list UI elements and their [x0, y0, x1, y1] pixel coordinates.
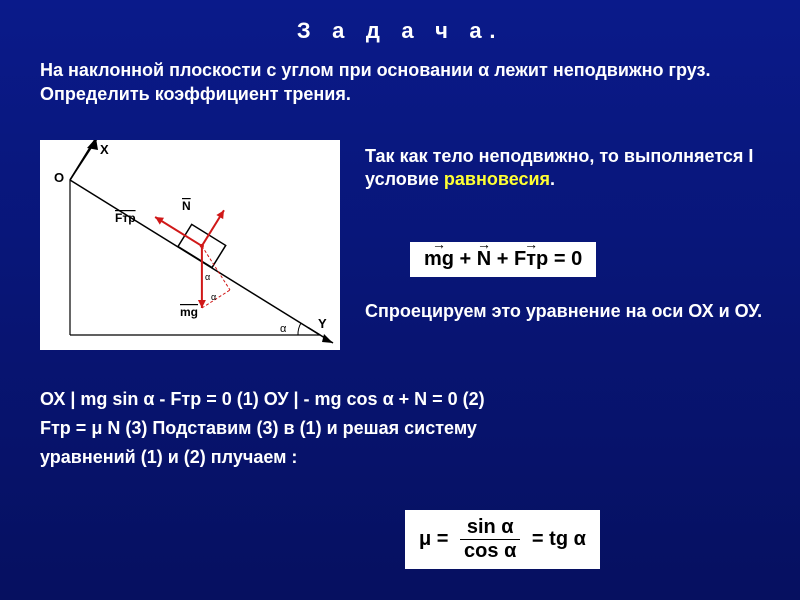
proj-line1: ОХ | mg sin α - Fтр = 0 (1) ОУ | - mg co… [40, 385, 760, 414]
eq-zero: = 0 [548, 248, 582, 270]
mu-tg: = tg α [526, 528, 586, 550]
projection-equations: ОХ | mg sin α - Fтр = 0 (1) ОУ | - mg co… [40, 385, 760, 471]
mu-num: sin α [460, 516, 520, 540]
explain1-yellow: равновесия [444, 169, 550, 189]
svg-text:N: N [182, 199, 191, 213]
proj-line3: уравнений (1) и (2) плучаем : [40, 443, 760, 472]
explanation-projection: Спроецируем это уравнение на оси ОХ и ОУ… [365, 300, 770, 323]
svg-text:mg: mg [180, 305, 198, 319]
mu-den: cos α [460, 540, 520, 563]
svg-text:α: α [205, 272, 210, 282]
mu-eq1: = [431, 528, 454, 550]
label-y: Y [318, 316, 327, 331]
explanation-equilibrium: Так как тело неподвижно, то выполняется … [365, 145, 770, 192]
problem-text: На наклонной плоскости с углом при основ… [40, 58, 760, 107]
label-o: O [54, 170, 64, 185]
mu-result: μ = sin αcos α = tg α [405, 510, 600, 569]
equilibrium-equation: →mg + →N + →Fтр = 0 [410, 242, 596, 277]
slide: З а д а ч а. На наклонной плоскости с уг… [0, 0, 800, 600]
eq-plus1: + [454, 248, 477, 270]
explain1-text: Так как тело неподвижно, то выполняется … [365, 146, 753, 189]
svg-text:α: α [211, 292, 216, 302]
slide-title: З а д а ч а. [0, 18, 800, 44]
svg-text:α: α [280, 323, 287, 335]
mu-symbol: μ [419, 528, 431, 550]
diagram: O X Y [40, 140, 340, 350]
explain1-dot: . [550, 169, 555, 189]
proj-line2: Fтр = μ N (3) Подставим (3) в (1) и реша… [40, 414, 760, 443]
svg-text:Fтр: Fтр [115, 211, 136, 225]
eq-plus2: + [491, 248, 514, 270]
label-x: X [100, 142, 109, 157]
